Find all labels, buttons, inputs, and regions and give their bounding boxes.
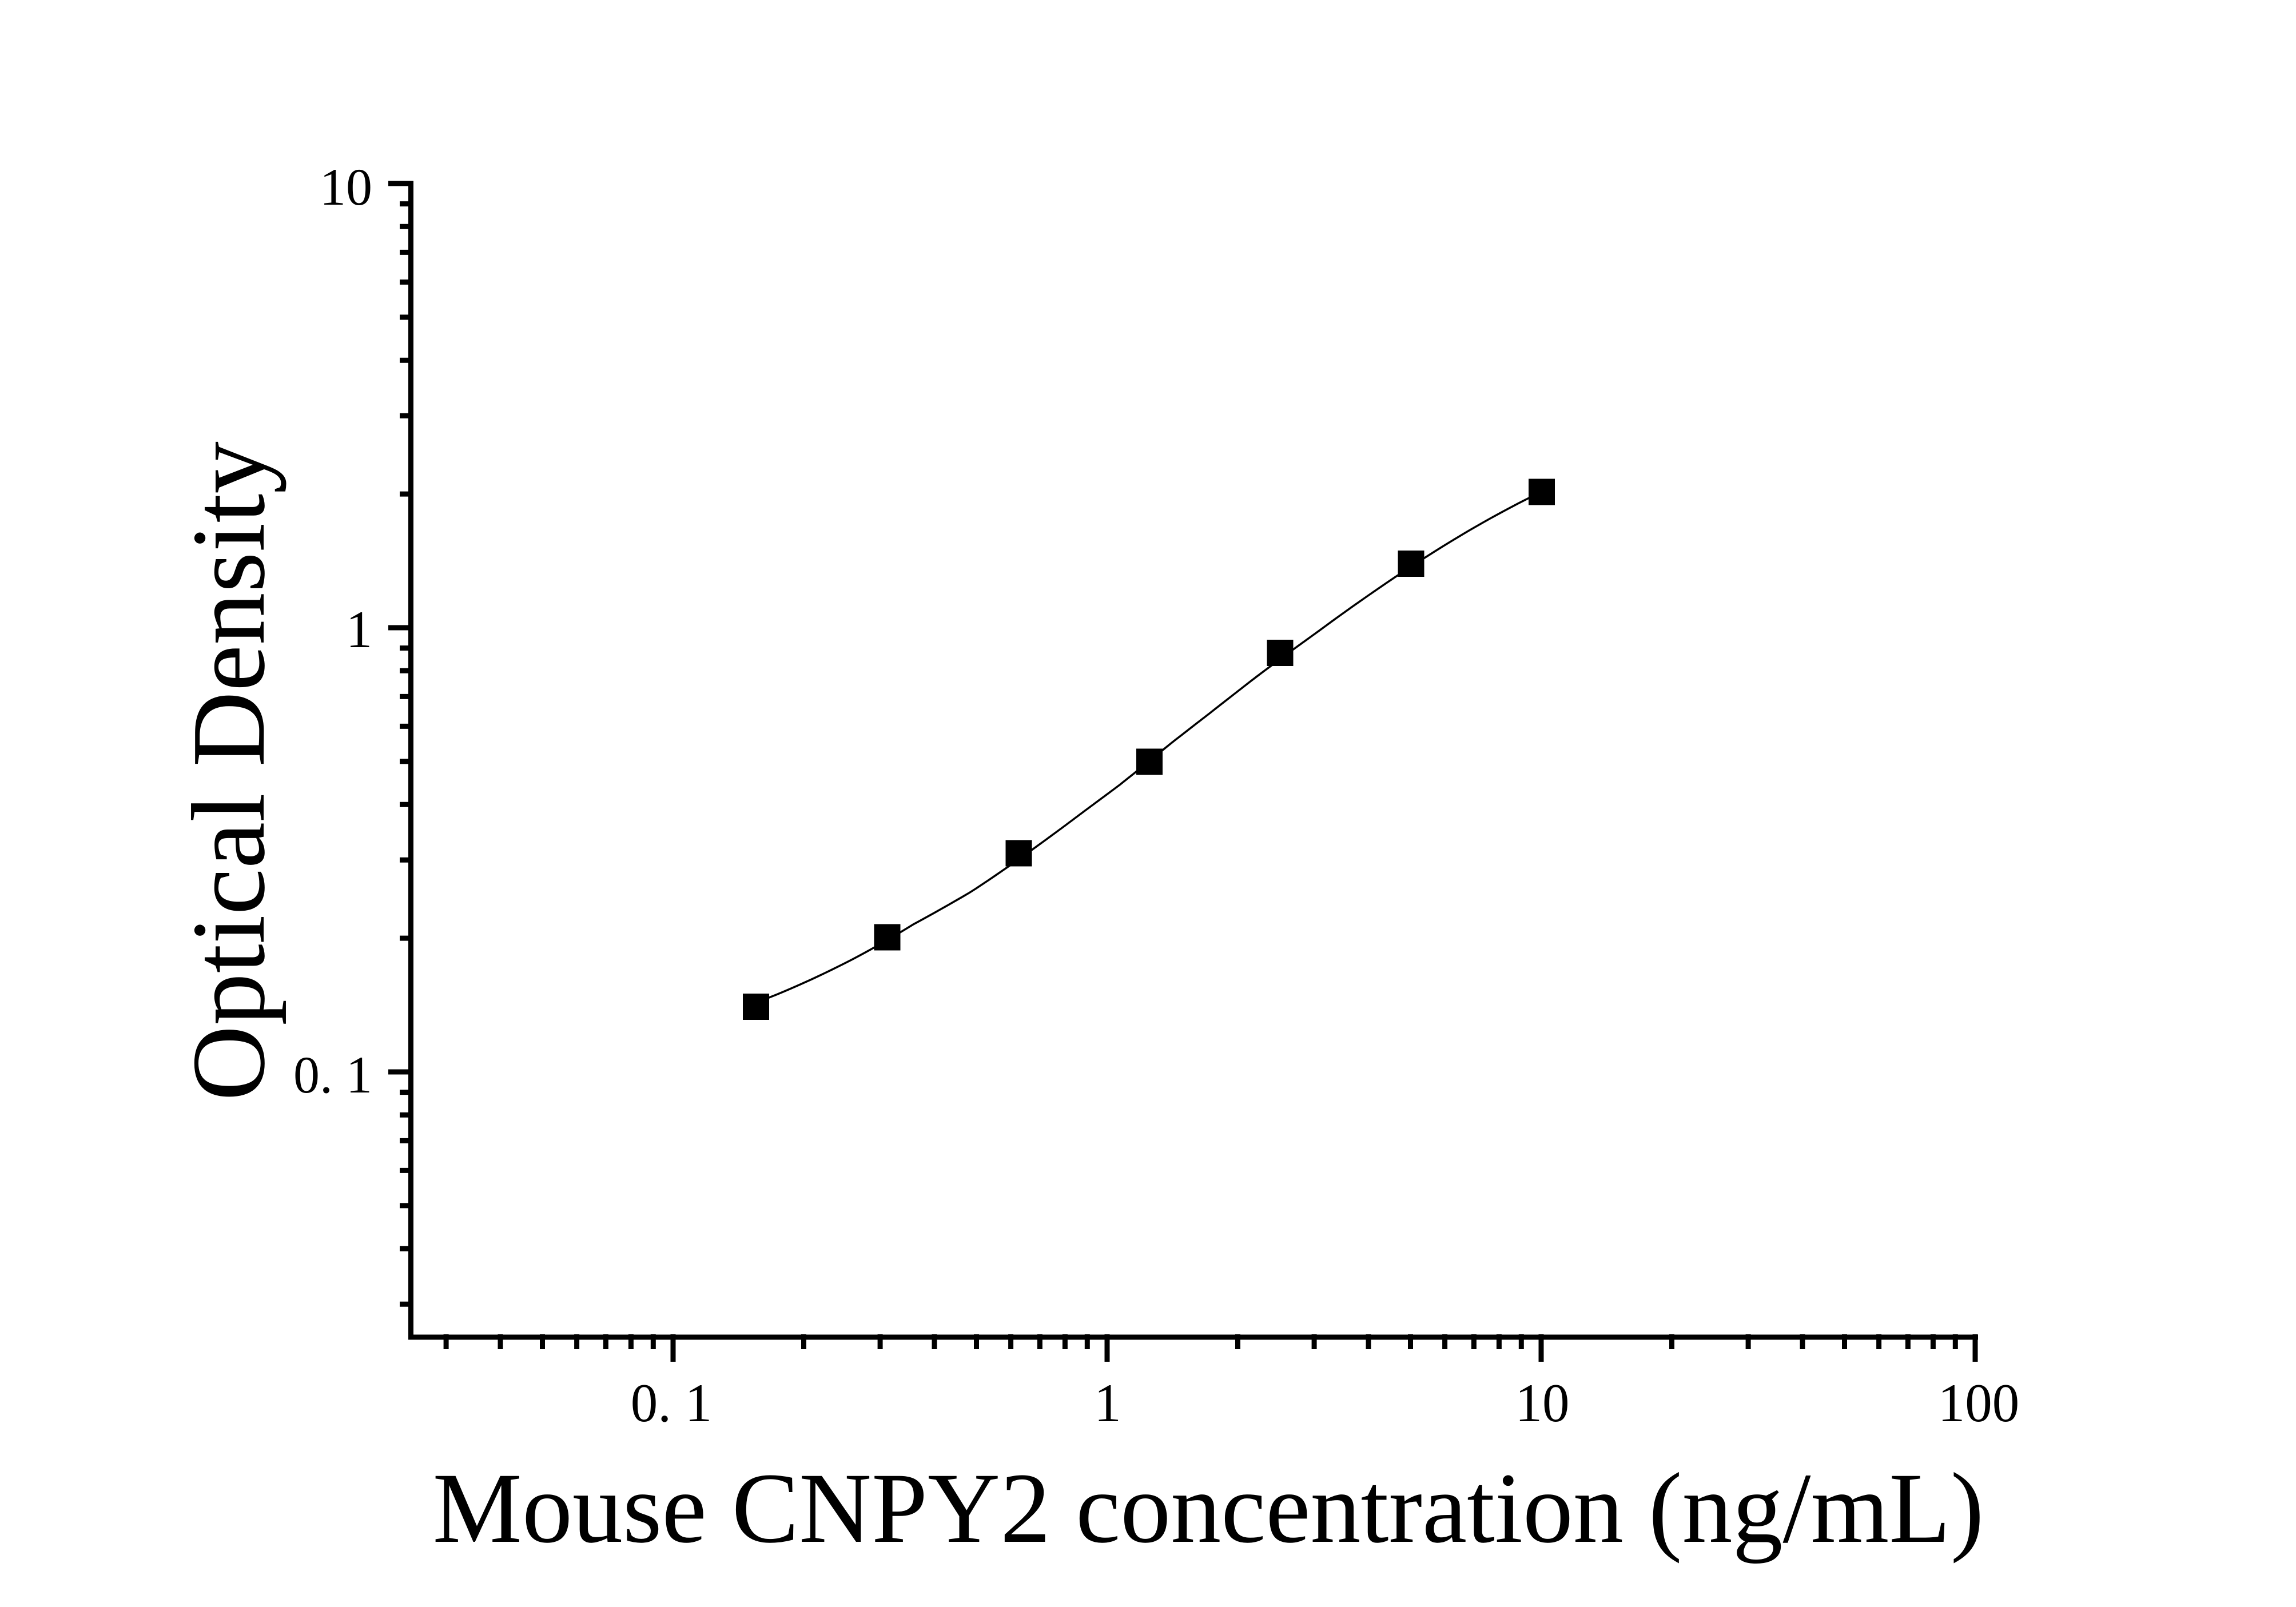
svg-text:100: 100 — [1938, 1373, 2020, 1433]
svg-text:10: 10 — [320, 158, 372, 216]
svg-text:0. 1: 0. 1 — [293, 1046, 372, 1104]
svg-text:Mouse CNPY2 concentration (ng/: Mouse CNPY2 concentration (ng/mL) — [433, 1453, 1984, 1564]
svg-text:10: 10 — [1515, 1373, 1570, 1433]
svg-text:1: 1 — [1094, 1373, 1121, 1433]
svg-text:Optical Density: Optical Density — [170, 441, 286, 1101]
svg-text:0. 1: 0. 1 — [631, 1373, 713, 1433]
svg-text:1: 1 — [346, 600, 372, 659]
